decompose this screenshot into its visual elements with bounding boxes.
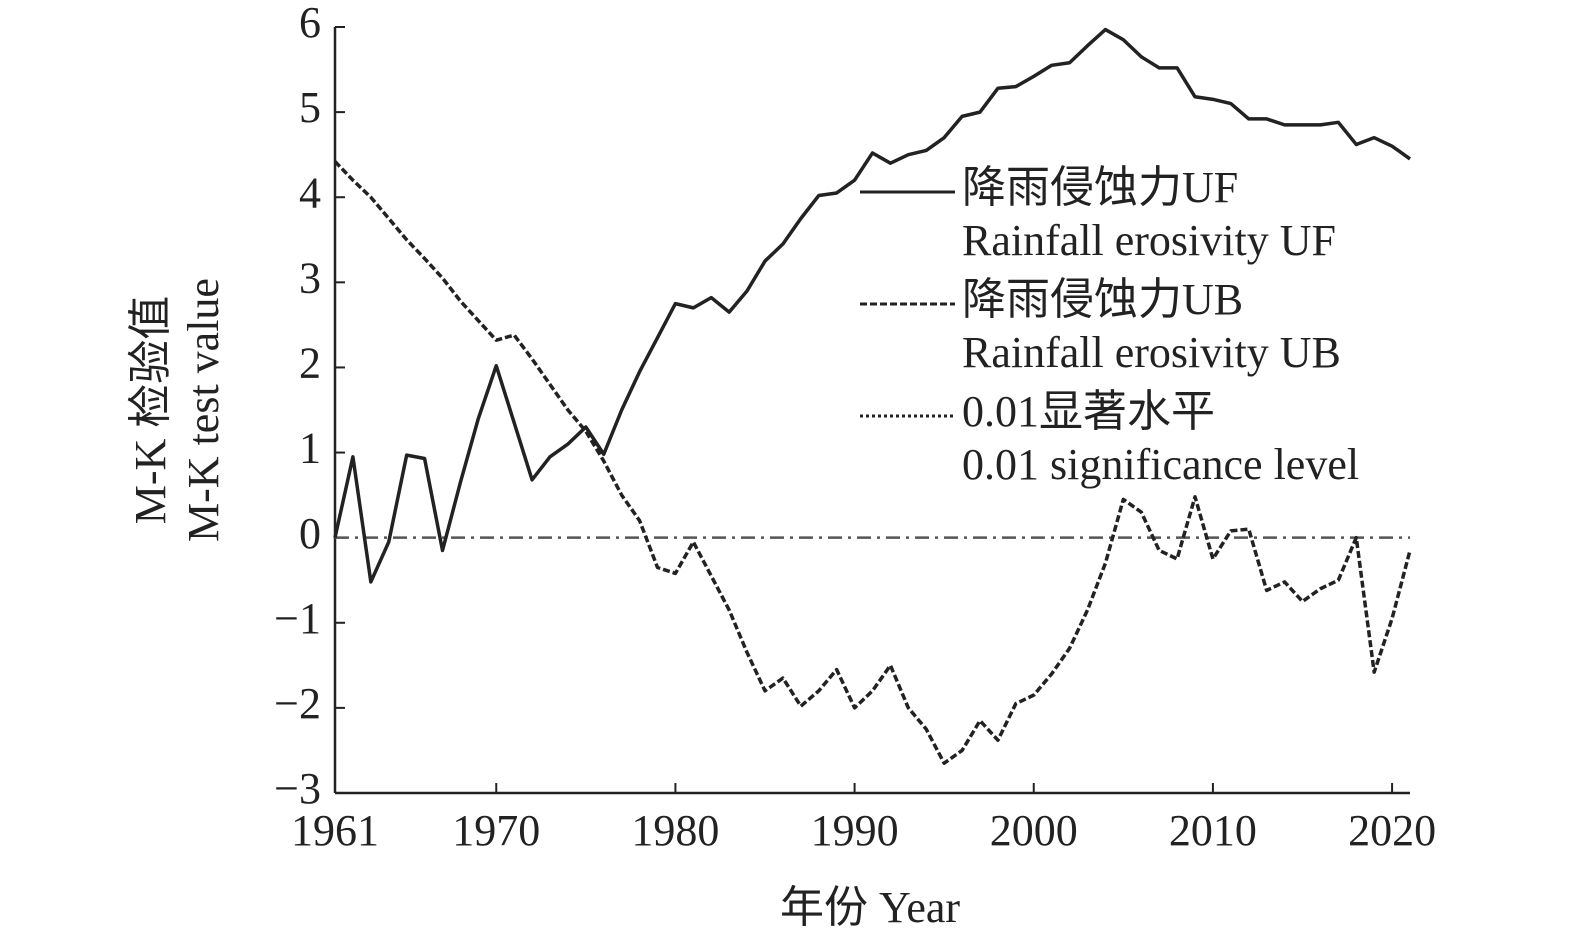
y-tick-label: −1 — [274, 594, 321, 643]
series-line — [333, 160, 1412, 765]
y-tick-label: −2 — [274, 679, 321, 728]
y-tick-label: 2 — [299, 339, 321, 388]
x-axis-label: 年份 Year — [780, 883, 960, 932]
y-tick-label: 0 — [299, 509, 321, 558]
x-tick-label: 2020 — [1348, 806, 1436, 855]
series-line — [333, 27, 1412, 584]
x-tick-label: 2010 — [1169, 806, 1257, 855]
x-tick-label: 1961 — [291, 806, 379, 855]
y-tick-label: 5 — [299, 83, 321, 132]
legend-label: 降雨侵蚀力UB — [962, 275, 1243, 324]
y-axis-label: M-K test value — [179, 278, 228, 542]
legend-label: 0.01 significance level — [962, 440, 1359, 489]
y-tick-label: 6 — [299, 0, 321, 47]
legend-label: Rainfall erosivity UF — [962, 216, 1336, 265]
x-tick-label: 1970 — [452, 806, 540, 855]
legend-label: 0.01显著水平 — [962, 387, 1215, 436]
y-tick-label: 3 — [299, 253, 321, 302]
x-tick-label: 1980 — [631, 806, 719, 855]
y-axis-label: M-K 检验值 — [126, 296, 175, 525]
x-tick-label: 1990 — [811, 806, 899, 855]
legend-label: 降雨侵蚀力UF — [962, 163, 1238, 212]
y-tick-label: −3 — [274, 764, 321, 813]
y-tick-label: 4 — [299, 168, 321, 217]
x-tick-label: 2000 — [990, 806, 1078, 855]
legend-label: Rainfall erosivity UB — [962, 328, 1341, 377]
y-tick-label: 1 — [299, 424, 321, 473]
